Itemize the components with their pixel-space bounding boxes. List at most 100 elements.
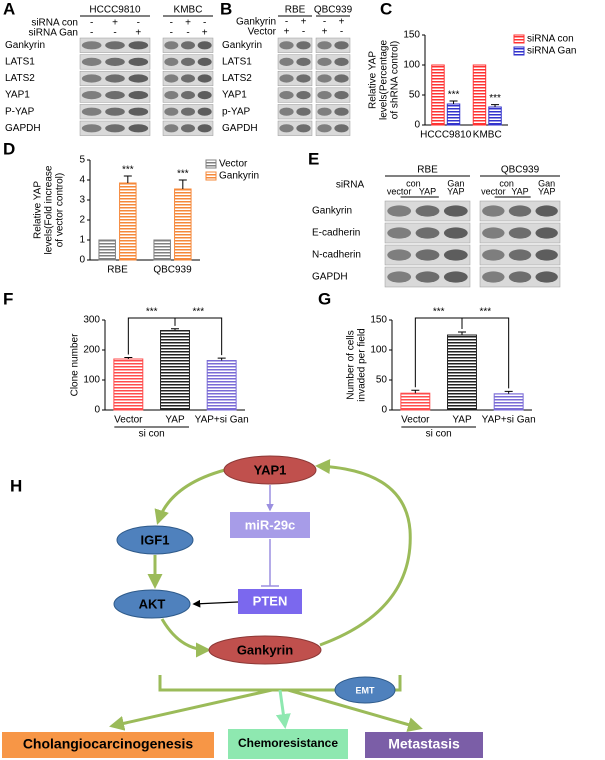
legend-swatch: [205, 159, 217, 169]
error-bar: [458, 331, 466, 335]
blot-band: [164, 91, 179, 100]
blot-band: [415, 227, 440, 239]
blot-band: [181, 91, 195, 100]
blot-band: [334, 91, 349, 100]
blot-band: [296, 107, 311, 116]
sirna-label: Gan: [538, 178, 555, 188]
blot-band: [535, 227, 558, 239]
blot-band: [279, 74, 294, 83]
protein-label: P-YAP: [5, 106, 35, 117]
blot-band: [197, 107, 212, 116]
significance: ***: [192, 307, 204, 318]
y-tick-label: 300: [83, 315, 100, 326]
error-bar: [124, 357, 133, 359]
blot-band: [197, 41, 212, 50]
y-tick-label: 0: [94, 405, 100, 416]
blot-band: [128, 107, 149, 116]
group-label: RBE: [285, 5, 306, 16]
panel-label: C: [380, 0, 392, 18]
y-tick-label: 100: [83, 375, 100, 386]
y-tick-label: 0: [79, 255, 85, 266]
blot-band: [317, 74, 332, 83]
y-axis-label: Number of cells: [346, 330, 357, 399]
node: [238, 589, 302, 614]
sign: +: [202, 28, 208, 39]
blot-band: [164, 74, 179, 83]
node: [230, 512, 310, 538]
y-axis-label: levels(Fold increase: [44, 165, 55, 254]
node: [223, 455, 317, 485]
protein-label: Gankyrin: [222, 40, 262, 51]
protein-label: LATS1: [222, 57, 252, 68]
y-tick-label: 1: [79, 235, 85, 246]
blot-band: [482, 227, 505, 239]
node-label: Gankyrin: [237, 642, 293, 657]
legend-swatch: [205, 171, 217, 181]
blot-band: [296, 74, 311, 83]
sign: -: [285, 17, 288, 28]
blot-band: [279, 41, 294, 50]
protein-label: p-YAP: [222, 106, 250, 117]
y-tick-label: 50: [409, 90, 421, 101]
node-label: PTEN: [253, 593, 288, 608]
blot-band: [535, 271, 558, 283]
blot-band: [535, 205, 558, 217]
sign: +: [185, 18, 191, 29]
protein-label: LATS2: [222, 73, 252, 84]
arrow: [109, 688, 273, 731]
legend-label: Vector: [219, 159, 248, 170]
blot-band: [482, 271, 505, 283]
condition-label: Gankyrin: [236, 17, 276, 28]
panel-label: B: [220, 0, 232, 18]
blot-band: [443, 205, 468, 217]
node-label: Chemoresistance: [238, 736, 338, 750]
bar: [488, 106, 502, 126]
significance: ***: [177, 169, 189, 180]
blot-band: [105, 91, 125, 100]
treatment-label: vector: [387, 186, 412, 196]
sign: +: [322, 27, 328, 38]
blot-band: [181, 107, 195, 116]
protein-label: LATS2: [5, 73, 35, 84]
condition-label: siRNA: [336, 180, 365, 191]
sirna-label: con: [499, 178, 514, 188]
protein-label: GAPDH: [5, 123, 41, 134]
blot-band: [164, 124, 179, 133]
sign: -: [170, 28, 173, 39]
panel-label: G: [318, 289, 331, 308]
protein-label: YAP1: [222, 90, 247, 101]
blot-band: [415, 271, 440, 283]
blot-band: [105, 74, 125, 83]
y-axis-label: invaded per field: [357, 328, 368, 401]
arrow: [275, 689, 291, 729]
blot-band: [508, 205, 532, 217]
treatment-label: YAP: [419, 186, 436, 196]
y-tick-label: 100: [403, 60, 420, 71]
blot-band: [443, 249, 468, 261]
blot-band: [482, 249, 505, 261]
node: [208, 635, 322, 665]
protein-label: GAPDH: [312, 272, 348, 283]
blot-band: [482, 205, 505, 217]
x-tick-label: YAP+si Gan: [195, 415, 249, 426]
sign: +: [112, 18, 118, 29]
bar: [119, 182, 137, 261]
error-bar: [171, 328, 179, 331]
treatment-label: YAP: [447, 186, 464, 196]
significance-bracket: [174, 317, 223, 356]
bar: [493, 393, 524, 411]
blot-band: [105, 41, 125, 50]
y-tick-label: 50: [376, 375, 388, 386]
significance-bracket: [461, 317, 510, 389]
x-tick-label: KMBC: [473, 130, 502, 141]
blot-band: [128, 91, 149, 100]
sign: +: [301, 17, 307, 28]
node: [365, 732, 483, 758]
y-axis-label: Relative YAP: [33, 181, 44, 239]
arrow: [154, 468, 226, 525]
blot-band: [181, 41, 195, 50]
legend-label: siRNA con: [527, 34, 574, 45]
sign: -: [340, 27, 343, 38]
group-label: HCCC9810: [89, 5, 141, 16]
blot-band: [197, 57, 212, 66]
